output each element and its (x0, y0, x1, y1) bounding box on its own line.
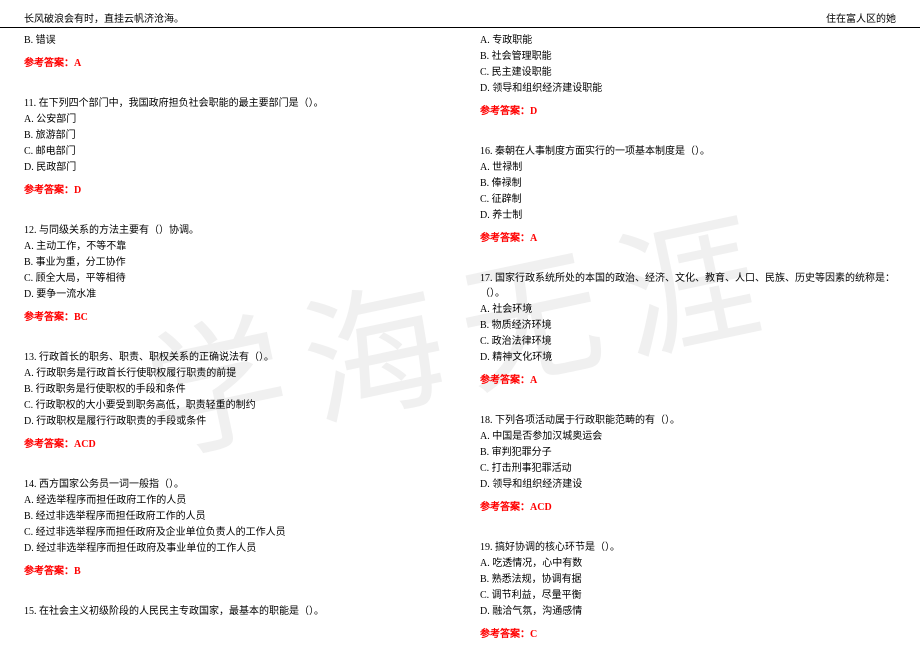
q17-answer: 参考答案：A (480, 371, 896, 386)
q19-answer: 参考答案：C (480, 625, 896, 640)
q14-c: C. 经过非选举程序而担任政府及企业单位负责人的工作人员 (24, 525, 440, 540)
q18-a: A. 中国是否参加汉城奥运会 (480, 429, 896, 444)
q11-d: D. 民政部门 (24, 160, 440, 175)
q16-answer: 参考答案：A (480, 229, 896, 244)
q18-b: B. 审判犯罪分子 (480, 445, 896, 460)
q19-b: B. 熟悉法规，协调有据 (480, 572, 896, 587)
q19-c: C. 调节利益，尽量平衡 (480, 588, 896, 603)
q14-d: D. 经过非选举程序而担任政府及事业单位的工作人员 (24, 541, 440, 556)
page-header: 长风破浪会有时，直挂云帆济沧海。 住在富人区的她 (0, 0, 920, 28)
q10-answer: 参考答案：A (24, 54, 440, 69)
q18-stem: 18. 下列各项活动属于行政职能范畴的有（）。 (480, 413, 896, 428)
q13-stem: 13. 行政首长的职务、职责、职权关系的正确说法有（）。 (24, 350, 440, 365)
q15-a: A. 专政职能 (480, 33, 896, 48)
q11-answer: 参考答案：D (24, 181, 440, 196)
q12-stem: 12. 与同级关系的方法主要有（）协调。 (24, 223, 440, 238)
content-columns: B. 错误 参考答案：A 11. 在下列四个部门中，我国政府担负社会职能的最主要… (0, 28, 920, 654)
q11-c: C. 邮电部门 (24, 144, 440, 159)
q18-d: D. 领导和组织经济建设 (480, 477, 896, 492)
q19-a: A. 吃透情况，心中有数 (480, 556, 896, 571)
q12-a: A. 主动工作，不等不靠 (24, 239, 440, 254)
q10-option-b: B. 错误 (24, 33, 440, 48)
q15-c: C. 民主建设职能 (480, 65, 896, 80)
q13-a: A. 行政职务是行政首长行使职权履行职责的前提 (24, 366, 440, 381)
q11-a: A. 公安部门 (24, 112, 440, 127)
header-left: 长风破浪会有时，直挂云帆济沧海。 (24, 10, 184, 25)
q17-b: B. 物质经济环境 (480, 318, 896, 333)
right-column: A. 专政职能 B. 社会管理职能 C. 民主建设职能 D. 领导和组织经济建设… (480, 28, 896, 654)
q15-d: D. 领导和组织经济建设职能 (480, 81, 896, 96)
q17-a: A. 社会环境 (480, 302, 896, 317)
q18-answer: 参考答案：ACD (480, 498, 896, 513)
q16-stem: 16. 秦朝在人事制度方面实行的一项基本制度是（）。 (480, 144, 896, 159)
q12-d: D. 要争一流水准 (24, 287, 440, 302)
q16-d: D. 养士制 (480, 208, 896, 223)
q13-d: D. 行政职权是履行行政职责的手段或条件 (24, 414, 440, 429)
q17-c: C. 政治法律环境 (480, 334, 896, 349)
q17-stem: 17. 国家行政系统所处的本国的政治、经济、文化、教育、人口、民族、历史等因素的… (480, 271, 896, 301)
q14-a: A. 经选举程序而担任政府工作的人员 (24, 493, 440, 508)
q17-d: D. 精神文化环境 (480, 350, 896, 365)
q15-stem: 15. 在社会主义初级阶段的人民民主专政国家，最基本的职能是（）。 (24, 604, 440, 619)
q14-stem: 14. 西方国家公务员一词一般指（）。 (24, 477, 440, 492)
q18-c: C. 打击刑事犯罪活动 (480, 461, 896, 476)
q16-c: C. 征辟制 (480, 192, 896, 207)
q14-answer: 参考答案：B (24, 562, 440, 577)
q12-b: B. 事业为重，分工协作 (24, 255, 440, 270)
q16-b: B. 俸禄制 (480, 176, 896, 191)
q15-answer: 参考答案：D (480, 102, 896, 117)
q14-b: B. 经过非选举程序而担任政府工作的人员 (24, 509, 440, 524)
q15-b: B. 社会管理职能 (480, 49, 896, 64)
q13-c: C. 行政职权的大小要受到职务高低，职责轻重的制约 (24, 398, 440, 413)
q11-b: B. 旅游部门 (24, 128, 440, 143)
q19-stem: 19. 搞好协调的核心环节是（）。 (480, 540, 896, 555)
q19-d: D. 融洽气氛，沟通感情 (480, 604, 896, 619)
q13-b: B. 行政职务是行使职权的手段和条件 (24, 382, 440, 397)
q16-a: A. 世禄制 (480, 160, 896, 175)
q12-c: C. 顾全大局，平等相待 (24, 271, 440, 286)
q11-stem: 11. 在下列四个部门中，我国政府担负社会职能的最主要部门是（）。 (24, 96, 440, 111)
header-right: 住在富人区的她 (826, 10, 896, 25)
q12-answer: 参考答案：BC (24, 308, 440, 323)
left-column: B. 错误 参考答案：A 11. 在下列四个部门中，我国政府担负社会职能的最主要… (24, 28, 440, 654)
q13-answer: 参考答案：ACD (24, 435, 440, 450)
